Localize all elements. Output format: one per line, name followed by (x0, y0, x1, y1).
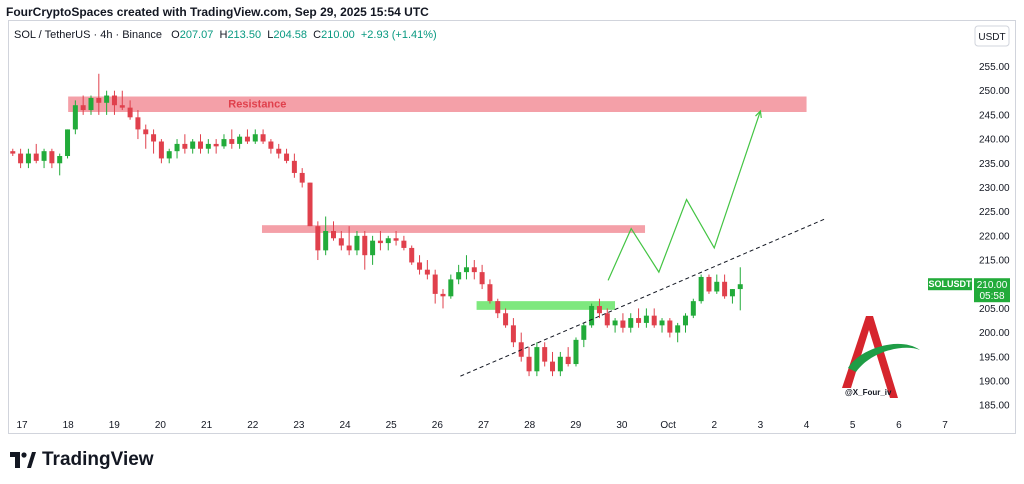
change-value: +2.93 (+1.41%) (360, 29, 437, 41)
close-value: 210.00 (321, 29, 355, 41)
ohlc-legend: SOL / TetherUS · 4h · Binance O207.07 H2… (14, 29, 437, 41)
open-value: 207.07 (179, 29, 214, 41)
chart-frame (8, 20, 1016, 434)
tradingview-mark-icon (10, 452, 36, 468)
symbol-label[interactable]: SOL / TetherUS · 4h · Binance (14, 29, 162, 41)
low-value: 204.58 (273, 29, 307, 41)
tradingview-logo[interactable]: TradingView (10, 449, 154, 471)
chart-attribution: FourCryptoSpaces created with TradingVie… (6, 5, 429, 19)
high-value: 213.50 (227, 29, 262, 41)
tradingview-wordmark: TradingView (42, 449, 154, 470)
